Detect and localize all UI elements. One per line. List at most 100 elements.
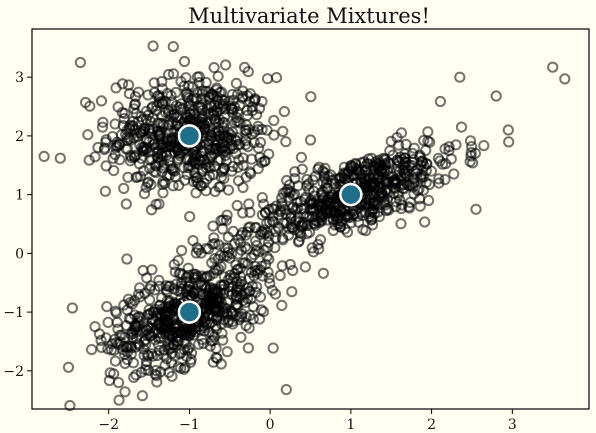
y-tick-label: 1 bbox=[15, 188, 24, 204]
data-point bbox=[157, 178, 169, 190]
data-point bbox=[237, 159, 249, 171]
data-point bbox=[280, 384, 292, 396]
data-point bbox=[86, 344, 98, 356]
data-point bbox=[399, 152, 411, 164]
data-point bbox=[395, 127, 408, 139]
data-point bbox=[153, 128, 165, 141]
data-point bbox=[255, 226, 267, 238]
data-point bbox=[97, 116, 109, 128]
data-point bbox=[390, 201, 402, 213]
data-point bbox=[254, 136, 267, 149]
data-point bbox=[445, 153, 457, 165]
data-point bbox=[196, 334, 208, 346]
data-point bbox=[261, 251, 273, 263]
data-point bbox=[119, 107, 131, 120]
data-point bbox=[168, 108, 180, 120]
data-point bbox=[206, 295, 218, 307]
data-point bbox=[116, 329, 128, 341]
data-point bbox=[140, 359, 152, 371]
data-point bbox=[420, 144, 432, 156]
data-point bbox=[432, 152, 444, 164]
data-point bbox=[62, 361, 75, 373]
data-point bbox=[301, 173, 313, 186]
data-point bbox=[253, 246, 265, 258]
data-point bbox=[128, 371, 140, 383]
data-point bbox=[122, 293, 134, 305]
data-point bbox=[173, 268, 185, 280]
data-point bbox=[150, 364, 162, 377]
data-point bbox=[170, 327, 182, 339]
data-point bbox=[270, 72, 283, 84]
data-point bbox=[448, 168, 460, 180]
data-point bbox=[231, 264, 243, 276]
data-point bbox=[290, 204, 302, 216]
data-point bbox=[227, 104, 239, 116]
data-point bbox=[296, 163, 308, 175]
data-point bbox=[215, 318, 228, 330]
data-point bbox=[222, 184, 235, 196]
data-point bbox=[204, 123, 216, 135]
data-point bbox=[121, 134, 134, 146]
data-point bbox=[190, 187, 202, 199]
data-point bbox=[207, 135, 219, 147]
data-point bbox=[297, 217, 309, 229]
data-point bbox=[230, 259, 242, 271]
data-point bbox=[151, 376, 163, 388]
y-tick-label: 3 bbox=[15, 70, 24, 86]
data-point bbox=[490, 90, 502, 102]
data-point bbox=[418, 134, 430, 147]
data-point bbox=[230, 77, 242, 90]
data-point bbox=[250, 235, 262, 247]
data-point bbox=[230, 148, 242, 160]
data-point bbox=[316, 215, 328, 227]
data-point bbox=[218, 283, 230, 295]
data-point bbox=[64, 400, 76, 412]
data-point bbox=[83, 154, 95, 166]
data-point bbox=[287, 264, 299, 277]
data-point bbox=[208, 113, 221, 125]
data-point bbox=[109, 355, 122, 367]
data-point bbox=[182, 92, 195, 104]
data-point bbox=[366, 219, 379, 231]
data-point bbox=[137, 264, 149, 277]
x-tick-label: 3 bbox=[508, 417, 517, 433]
data-point bbox=[268, 203, 280, 216]
axes-frame bbox=[31, 28, 590, 410]
data-point bbox=[206, 257, 218, 269]
data-point bbox=[266, 284, 278, 296]
data-point bbox=[200, 185, 212, 197]
data-point bbox=[192, 293, 204, 306]
data-point bbox=[99, 185, 112, 197]
data-point bbox=[138, 188, 151, 200]
data-point bbox=[263, 236, 275, 248]
data-point bbox=[203, 285, 215, 297]
data-point bbox=[175, 325, 188, 337]
data-point bbox=[422, 126, 434, 138]
data-point bbox=[244, 206, 256, 218]
data-point bbox=[170, 86, 182, 99]
data-point bbox=[502, 124, 514, 136]
x-axis: −2 −1 0 1 2 3 bbox=[98, 409, 517, 433]
data-point bbox=[107, 152, 119, 164]
data-point bbox=[307, 198, 319, 210]
data-point bbox=[102, 316, 114, 328]
x-tick-label: −2 bbox=[98, 417, 119, 433]
data-point bbox=[187, 235, 199, 247]
data-point bbox=[362, 153, 375, 165]
data-point bbox=[299, 261, 311, 273]
data-point bbox=[225, 129, 237, 141]
data-point bbox=[96, 121, 109, 133]
data-point bbox=[148, 77, 160, 89]
data-point bbox=[284, 187, 297, 199]
data-point bbox=[305, 91, 317, 103]
data-point bbox=[196, 270, 208, 282]
data-point bbox=[284, 258, 296, 271]
data-point bbox=[147, 40, 159, 52]
data-point bbox=[144, 294, 156, 306]
data-point bbox=[365, 214, 377, 226]
data-point bbox=[195, 113, 207, 125]
data-point bbox=[321, 194, 334, 206]
data-point bbox=[145, 115, 157, 128]
data-point bbox=[371, 173, 383, 185]
